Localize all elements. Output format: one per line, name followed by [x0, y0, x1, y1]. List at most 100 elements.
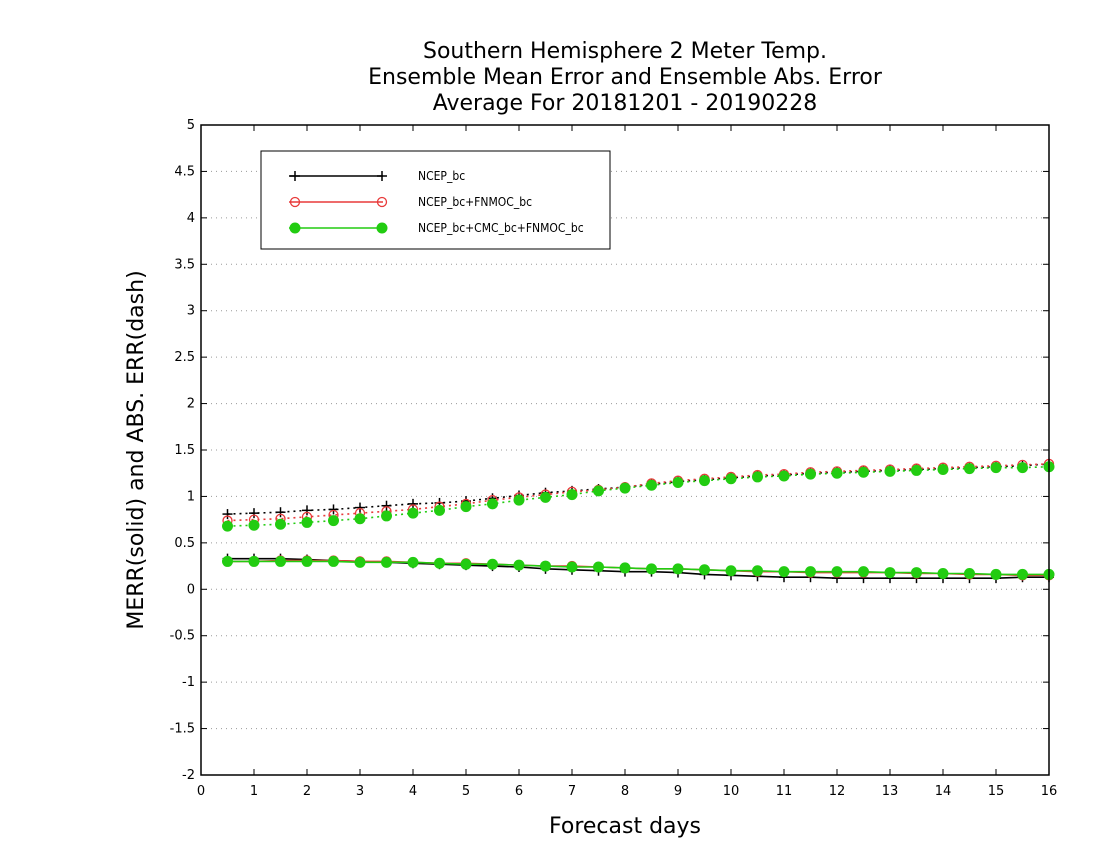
x-tick-label: 3: [356, 784, 364, 799]
merr-point: [990, 568, 1002, 580]
title-line-1: Southern Hemisphere 2 Meter Temp.: [423, 39, 827, 64]
abs-err-point: [964, 463, 975, 475]
merr-point: [593, 561, 604, 573]
abs-err-point: [407, 507, 419, 519]
y-tick-label: -2: [182, 768, 195, 783]
x-tick-label: 6: [515, 784, 523, 799]
y-tick-label: 1.5: [174, 443, 195, 458]
plot-frame: [200, 124, 1050, 776]
x-tick-label: 0: [197, 784, 205, 799]
y-tick-label: -0.5: [170, 629, 195, 644]
y-tick-label: 2.5: [174, 350, 195, 365]
x-tick-label: 9: [674, 784, 682, 799]
abs-err-point: [566, 489, 578, 501]
legend-marker-start: [289, 222, 301, 234]
merr-point: [487, 558, 498, 570]
abs-err-point: [646, 479, 657, 491]
merr-point: [381, 556, 392, 568]
abs-err-point: [460, 501, 472, 513]
abs-err-point: [699, 475, 710, 487]
abs-err-point: [487, 498, 498, 510]
x-tick-label: 7: [568, 784, 576, 799]
merr-point: [672, 563, 684, 575]
x-axis-label: Forecast days: [549, 814, 701, 839]
chart-title: Southern Hemisphere 2 Meter Temp. Ensemb…: [368, 39, 883, 116]
merr-point: [301, 555, 313, 567]
tick-labels: -2-1.5-1-0.500.511.522.533.544.550 1 2 3 4 5 6…: [170, 118, 1058, 799]
abs-err-point: [222, 520, 233, 532]
x-tick-label: 2: [303, 784, 311, 799]
legend-box: [260, 150, 611, 250]
y-tick-label: 3.5: [174, 257, 195, 272]
x-tick-label: 10: [723, 784, 740, 799]
abs-err-point: [434, 504, 445, 516]
title-line-3: Average For 20181201 - 20190228: [433, 91, 818, 116]
merr-point: [699, 564, 710, 576]
abs-err-point: [513, 494, 525, 506]
abs-err-point: [540, 491, 551, 503]
merr-point: [805, 566, 816, 578]
merr-point: [884, 567, 896, 579]
legend-label: NCEP_bc+FNMOC_bc: [418, 195, 532, 209]
legend-marker-start: [289, 196, 301, 208]
y-tick-label: 5: [187, 118, 195, 133]
merr-point: [619, 562, 631, 574]
y-tick-label: 4: [187, 211, 195, 226]
abs-err-point: [672, 477, 684, 488]
abs-err-point: [619, 482, 631, 494]
x-tick-label: 11: [776, 784, 793, 799]
merr-point: [407, 556, 419, 568]
abs-err-point: [354, 513, 366, 525]
y-tick-label: 2: [187, 397, 195, 412]
abs-err-point: [937, 464, 949, 475]
merr-point: [460, 558, 472, 570]
abs-err-point: [725, 473, 737, 485]
merr-point: [725, 565, 737, 577]
abs-err-point: [302, 505, 312, 516]
merr-point: [646, 563, 657, 575]
y-tick-label: 0: [187, 582, 195, 597]
y-axis-label: MERR(solid) and ABS. ERR(dash): [124, 270, 149, 629]
legend-label: NCEP_bc: [418, 169, 465, 183]
abs-err-point: [381, 500, 392, 511]
abs-err-point: [990, 462, 1002, 474]
x-tick-label: 1: [250, 784, 258, 799]
y-tick-label: 3: [187, 304, 195, 319]
abs-err-point: [328, 515, 339, 527]
abs-err-point: [248, 519, 260, 531]
merr-point: [513, 559, 525, 571]
merr-point: [354, 556, 366, 568]
abs-err-point: [858, 466, 869, 478]
x-tick-label: 14: [935, 784, 952, 799]
legend-label: NCEP_bc+CMC_bc+FNMOC_bc: [418, 221, 584, 235]
abs-err-point: [593, 485, 604, 497]
abs-err-point: [752, 471, 763, 483]
merr-point: [1017, 568, 1028, 580]
legend-marker-end: [376, 222, 388, 234]
y-tick-label: -1: [182, 675, 195, 690]
abs-err-point: [222, 509, 233, 520]
legend-marker-end: [376, 196, 388, 208]
abs-err-point: [355, 502, 365, 513]
merr-point: [858, 566, 869, 578]
abs-err-point: [328, 504, 339, 515]
abs-err-point: [249, 508, 259, 519]
merr-point: [831, 566, 843, 578]
y-tick-label: 0.5: [174, 536, 195, 551]
abs-err-point: [381, 510, 392, 522]
plot-series: [222, 458, 1055, 584]
title-line-2: Ensemble Mean Error and Ensemble Abs. Er…: [368, 65, 883, 90]
y-tick-label: 1: [187, 489, 195, 504]
abs-err-point: [884, 465, 896, 477]
x-tick-label: 8: [621, 784, 629, 799]
abs-err-point: [911, 464, 922, 476]
merr-point: [964, 568, 975, 579]
merr-point: [248, 555, 260, 567]
merr-point: [222, 555, 233, 567]
x-tick-label: 16: [1041, 784, 1058, 799]
merr-point: [778, 566, 790, 578]
merr-point: [752, 565, 763, 577]
legend-marker-start: [290, 171, 300, 181]
